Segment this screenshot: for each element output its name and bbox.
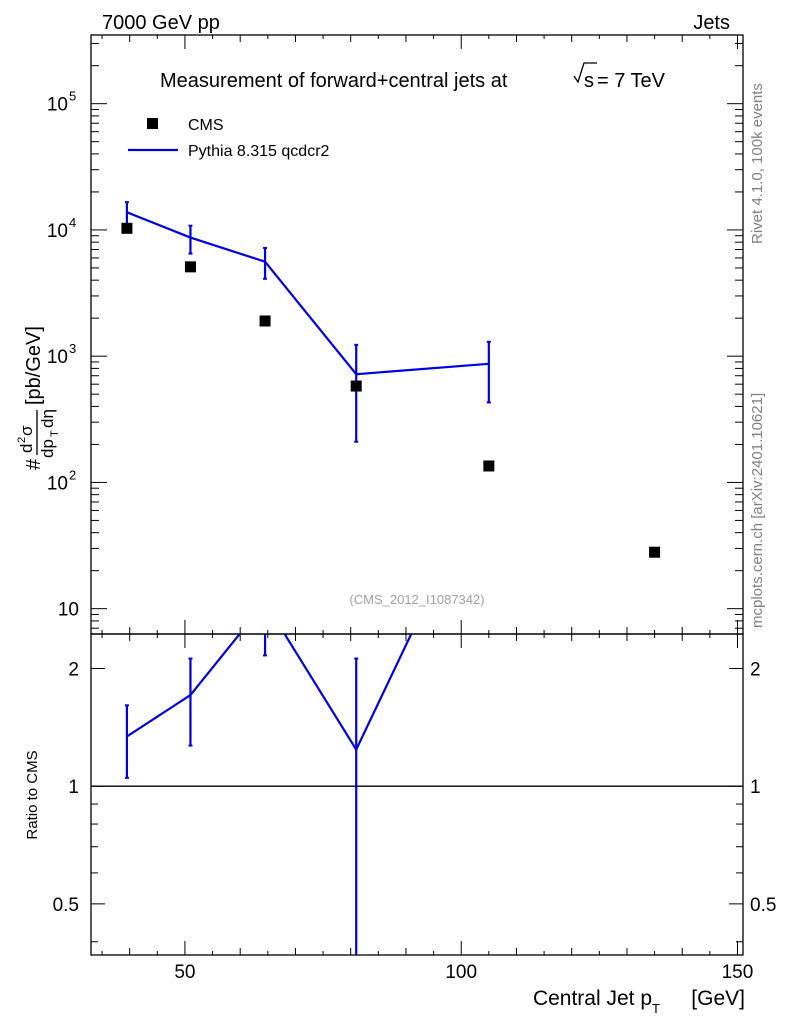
header-right: Jets bbox=[693, 12, 730, 34]
legend-cms-marker bbox=[147, 118, 158, 129]
y-tick-label: 10 bbox=[47, 347, 68, 368]
y-label-unit: [pb/GeV] bbox=[23, 326, 45, 405]
sqrt-symbol bbox=[573, 62, 597, 84]
x-axis-label: Central Jet p T [GeV] bbox=[533, 987, 745, 1016]
cms-data-point bbox=[259, 315, 271, 327]
x-tick-label: 100 bbox=[445, 962, 477, 983]
y-label-sigma: σ bbox=[17, 425, 36, 436]
ratio-tick-label-right: 2 bbox=[750, 659, 761, 680]
y-label-denominator-sub: T bbox=[49, 430, 61, 437]
cms-data-point bbox=[350, 380, 362, 392]
y-tick-label: 10 bbox=[47, 473, 68, 494]
mcplots-info: mcplots.cern.ch [arXiv:2401.10621] bbox=[749, 393, 766, 628]
title-sqrt-s: s bbox=[584, 70, 594, 92]
cms-data-point bbox=[121, 222, 133, 234]
y-tick-exponent: 3 bbox=[69, 341, 76, 356]
axis-ticks bbox=[91, 35, 743, 955]
x-label-unit: [GeV] bbox=[691, 987, 745, 1010]
legend: CMS Pythia 8.315 qcdcr2 bbox=[128, 117, 330, 160]
y-label-denominator: dp bbox=[38, 439, 57, 458]
y-tick-exponent: 4 bbox=[69, 215, 76, 230]
ratio-series-line bbox=[126, 634, 413, 752]
ratio-tick-label-left: 1 bbox=[68, 777, 79, 798]
y-tick-exponent: 5 bbox=[69, 89, 76, 104]
y-label-hash: # bbox=[23, 458, 45, 470]
x-label-main: Central Jet p bbox=[533, 987, 652, 1010]
chart-title: Measurement of forward+central jets at s… bbox=[160, 62, 666, 92]
x-tick-label: 50 bbox=[174, 962, 195, 983]
y-label-numerator-exp: 2 bbox=[16, 437, 28, 443]
title-energy: = 7 TeV bbox=[597, 70, 666, 92]
x-label-subscript: T bbox=[652, 1001, 660, 1016]
header-left: 7000 GeV pp bbox=[102, 12, 220, 34]
y-tick-label: 10 bbox=[47, 95, 68, 116]
x-tick-label: 150 bbox=[722, 962, 754, 983]
y-tick-label: 10 bbox=[47, 221, 68, 242]
legend-cms-label: CMS bbox=[188, 117, 224, 134]
cms-data-point bbox=[483, 460, 495, 472]
ratio-tick-label-left: 2 bbox=[68, 659, 79, 680]
rivet-info: Rivet 4.1.0, 100k events bbox=[749, 83, 766, 244]
y-axis-label: # d 2 σ dp T dη [pb/GeV] bbox=[16, 326, 61, 470]
y-tick-label: 10 bbox=[58, 600, 79, 621]
ratio-plot-data bbox=[91, 634, 743, 955]
main-plot-data bbox=[121, 201, 661, 558]
legend-pythia-label: Pythia 8.315 qcdcr2 bbox=[188, 143, 330, 160]
ratio-tick-label-right: 0.5 bbox=[750, 895, 776, 916]
ratio-y-label: Ratio to CMS bbox=[24, 750, 41, 839]
title-text: Measurement of forward+central jets at bbox=[160, 70, 508, 92]
y-label-numerator: d bbox=[17, 444, 36, 453]
y-tick-exponent: 2 bbox=[69, 467, 76, 482]
ratio-tick-label-left: 0.5 bbox=[53, 895, 79, 916]
ratio-plot-frame bbox=[90, 633, 744, 956]
y-label-deta: dη bbox=[38, 409, 57, 428]
ratio-tick-label-right: 1 bbox=[750, 777, 761, 798]
cms-data-point bbox=[184, 261, 196, 273]
pythia-series-line bbox=[126, 211, 489, 376]
analysis-id: (CMS_2012_I1087342) bbox=[349, 592, 484, 607]
cms-data-point bbox=[649, 546, 661, 558]
